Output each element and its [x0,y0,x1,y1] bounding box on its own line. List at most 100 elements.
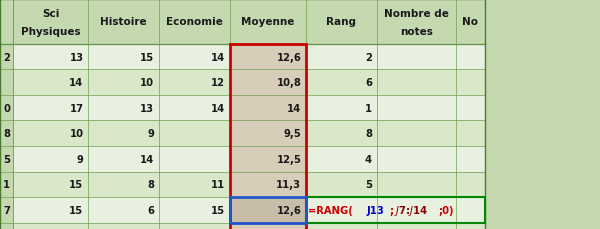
Bar [0,95,13,121]
Bar [306,95,377,121]
Bar [306,70,377,95]
Bar [88,95,159,121]
Text: 10,8: 10,8 [277,78,301,88]
Text: 1: 1 [3,180,10,189]
Text: 12,5: 12,5 [277,154,301,164]
Text: 15: 15 [140,52,154,62]
Text: 14: 14 [69,78,83,88]
Text: Economie: Economie [166,17,223,27]
Bar [230,45,306,229]
Bar [230,121,306,146]
Bar [306,172,377,197]
Bar [377,223,456,229]
Text: notes: notes [400,27,433,37]
Text: 12,6: 12,6 [277,52,301,62]
Text: 11: 11 [211,180,225,189]
Bar [306,121,377,146]
Text: 0: 0 [3,103,10,113]
Text: 17: 17 [70,103,83,113]
Text: 5: 5 [365,180,372,189]
Bar [456,146,485,172]
Text: 14: 14 [140,154,154,164]
Text: 9: 9 [148,129,154,139]
Text: Nombre de: Nombre de [384,9,449,19]
Text: No: No [463,17,478,27]
Text: 9,5: 9,5 [283,129,301,139]
Bar [13,172,88,197]
Bar [159,172,230,197]
Text: ;0): ;0) [439,205,454,215]
Text: 14: 14 [211,52,225,62]
Bar [230,172,306,197]
Bar [456,197,485,223]
Bar [88,45,159,70]
Bar [456,172,485,197]
Bar [159,121,230,146]
Bar [88,172,159,197]
Bar [88,146,159,172]
Text: $J$7:$J$14: $J$7:$J$14 [394,203,428,217]
Bar [0,0,485,229]
Bar [13,70,88,95]
Bar [377,95,456,121]
Text: 13: 13 [140,103,154,113]
Bar [159,45,230,70]
Bar [456,45,485,70]
Bar [230,197,306,223]
Bar [230,45,306,70]
Text: Physiques: Physiques [21,27,80,37]
Text: Rang: Rang [326,17,356,27]
Text: ;: ; [389,205,393,215]
Bar [159,197,230,223]
Text: 4: 4 [365,154,372,164]
Bar [230,223,306,229]
Bar [13,146,88,172]
Bar [230,70,306,95]
Text: Histoire: Histoire [100,17,147,27]
Text: 12,6: 12,6 [277,205,301,215]
Text: 5: 5 [3,154,10,164]
Text: 14: 14 [211,103,225,113]
Text: 7: 7 [3,205,10,215]
Text: 12: 12 [211,78,225,88]
Text: J13: J13 [366,205,384,215]
Text: 9: 9 [77,154,83,164]
Bar [0,172,13,197]
Bar [159,146,230,172]
Text: 6: 6 [147,205,154,215]
Bar [159,95,230,121]
Text: 15: 15 [69,180,83,189]
Bar [377,45,456,70]
Bar [13,121,88,146]
Bar [13,223,88,229]
Bar [377,197,456,223]
Bar [13,197,88,223]
Bar [306,45,377,70]
Bar [456,223,485,229]
Bar [0,45,13,70]
Text: Sci: Sci [42,9,59,19]
Bar [0,146,13,172]
Bar [377,70,456,95]
Text: 15: 15 [211,205,225,215]
Bar [377,172,456,197]
Bar [88,70,159,95]
Bar [456,95,485,121]
Bar [230,197,306,223]
Text: 11,3: 11,3 [276,180,301,189]
Text: =RANG(: =RANG( [308,205,353,215]
Text: 8: 8 [147,180,154,189]
Text: 10: 10 [70,129,83,139]
Bar [13,45,88,70]
Bar [377,146,456,172]
Text: 10: 10 [140,78,154,88]
Bar [0,197,13,223]
Bar [159,223,230,229]
Text: 6: 6 [365,78,372,88]
Bar [0,121,13,146]
Bar [306,197,377,223]
Bar [230,95,306,121]
Text: 1: 1 [365,103,372,113]
Bar [306,197,485,223]
Text: Moyenne: Moyenne [241,17,295,27]
